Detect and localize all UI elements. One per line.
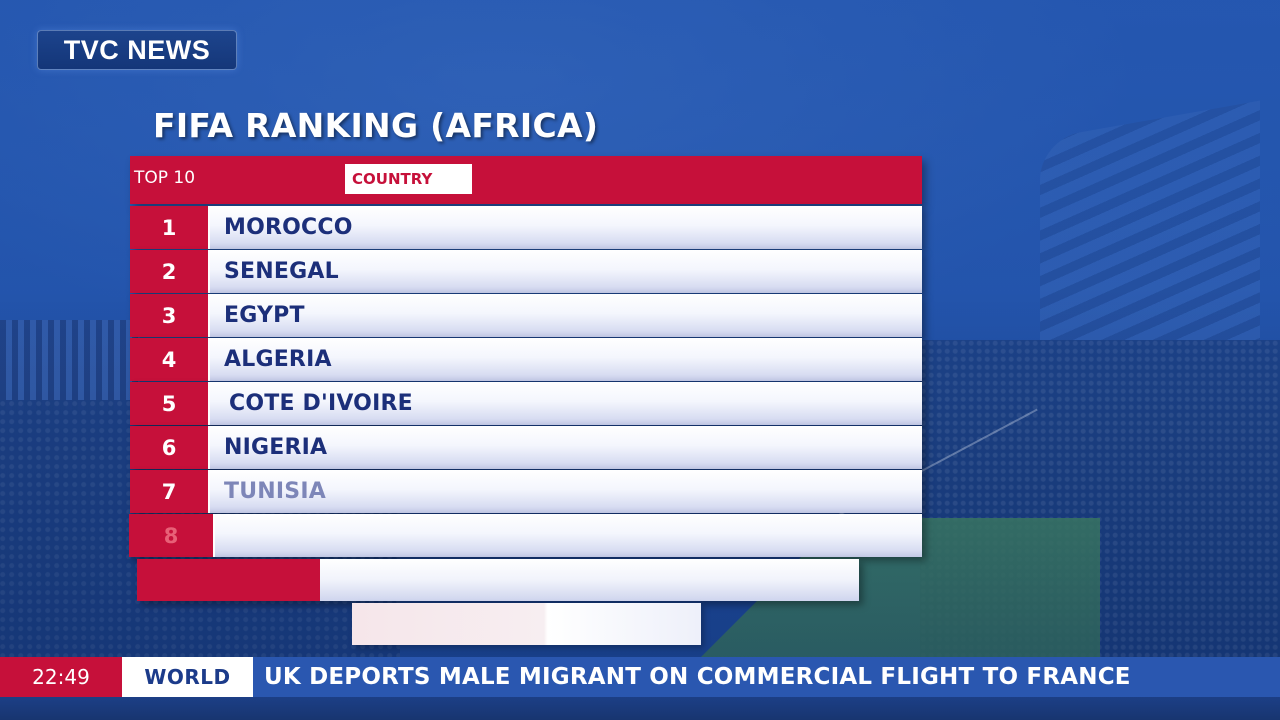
rank-number: 7 (130, 470, 210, 513)
ranking-row-animating: 8 (129, 514, 922, 557)
rank-number: 8 (129, 514, 215, 557)
bottom-strip (0, 697, 1280, 720)
rank-number: 5 (130, 382, 210, 425)
ticker-headline: UK DEPORTS MALE MIGRANT ON COMMERCIAL FL… (264, 664, 1131, 690)
news-ticker: 22:49 WORLD UK DEPORTS MALE MIGRANT ON C… (0, 657, 1280, 697)
ranking-row: 1 MOROCCO (130, 206, 922, 249)
rank-number: 3 (130, 294, 210, 337)
ranking-table-header: TOP 10 COUNTRY (130, 156, 922, 204)
graphic-title: FIFA RANKING (AFRICA) (153, 106, 599, 145)
country-name: MOROCCO (210, 206, 922, 249)
ranking-row-animating-bar (137, 559, 859, 601)
country-name: EGYPT (210, 294, 922, 337)
country-name: SENEGAL (210, 250, 922, 293)
country-name: COTE D'IVOIRE (210, 382, 922, 425)
ranking-row: 3 EGYPT (130, 294, 922, 337)
country-name: NIGERIA (210, 426, 922, 469)
rank-number: 1 (130, 206, 210, 249)
channel-logo: TVC NEWS (37, 30, 237, 70)
top10-label: TOP 10 (134, 168, 196, 188)
country-name: ALGERIA (210, 338, 922, 381)
country-column-label: COUNTRY (345, 164, 472, 194)
rank-bar-red (137, 559, 320, 601)
country-name (215, 514, 922, 557)
ranking-row: 5 COTE D'IVOIRE (130, 382, 922, 425)
rank-number: 4 (130, 338, 210, 381)
ranking-row: 4 ALGERIA (130, 338, 922, 381)
ranking-row: 7 TUNISIA (130, 470, 922, 513)
ranking-row-fading-bar (352, 603, 701, 645)
rank-number: 2 (130, 250, 210, 293)
stadium-roof-left (0, 320, 140, 410)
ticker-category: WORLD (122, 657, 253, 697)
name-bar-white (320, 559, 859, 601)
ranking-row: 2 SENEGAL (130, 250, 922, 293)
ranking-row: 6 NIGERIA (130, 426, 922, 469)
ticker-time: 22:49 (0, 657, 122, 697)
country-name: TUNISIA (210, 470, 922, 513)
rank-number: 6 (130, 426, 210, 469)
